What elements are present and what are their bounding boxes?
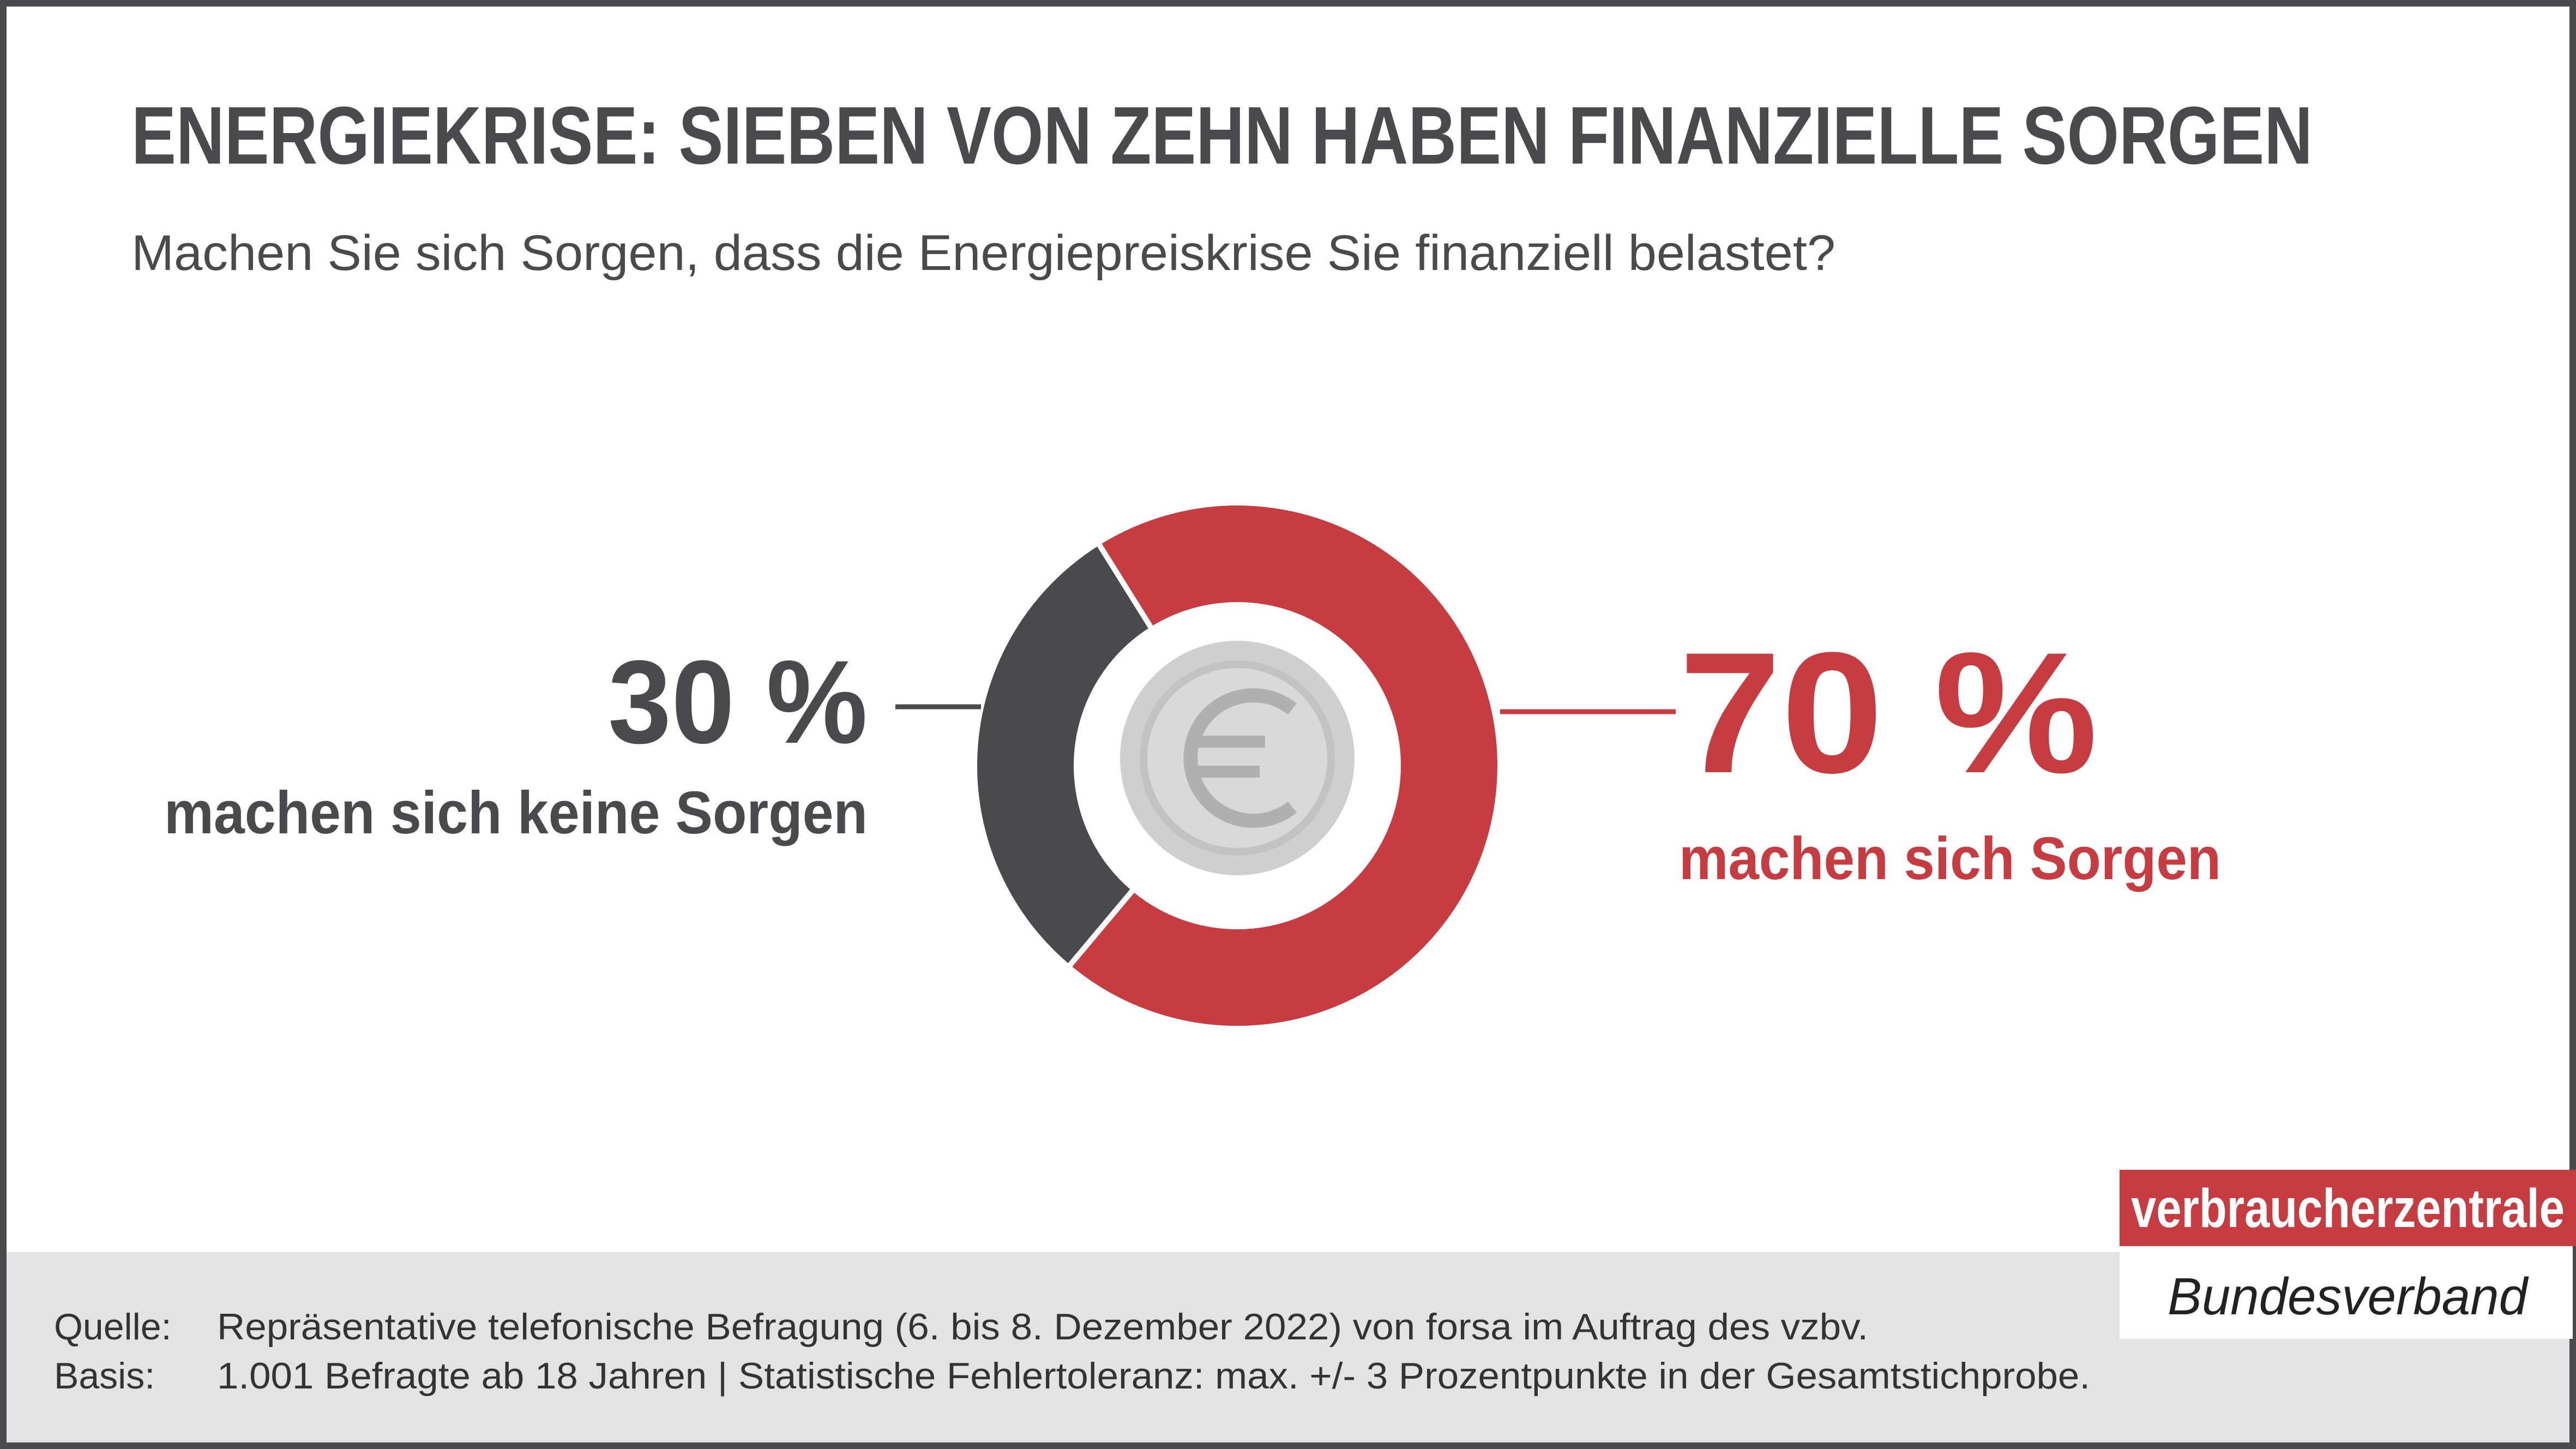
footer-text: 1.001 Befragte ab 18 Jahren | Statistisc…: [217, 1355, 2090, 1397]
logo-subname: Bundesverband: [2168, 1267, 2529, 1326]
coin-icon: [1120, 641, 1355, 875]
footer-text: Repräsentative telefonische Befragung (6…: [217, 1306, 1868, 1348]
category-label: machen sich Sorgen: [1679, 825, 2221, 892]
euro-arc: [1183, 688, 1297, 828]
logo-sub-box: [2120, 1246, 2573, 1339]
donut: [972, 500, 1503, 1031]
donut-slice: [972, 539, 1156, 971]
value-label: 30 %: [608, 636, 868, 768]
logo: verbraucherzentrale Bundesverband: [2120, 1170, 2576, 1339]
logo-box: [2120, 1170, 2576, 1246]
footer-label: Quelle:: [54, 1306, 171, 1348]
logo-name: verbraucherzentrale: [2131, 1178, 2565, 1239]
category-label: machen sich keine Sorgen: [164, 779, 868, 846]
labels: 70 % machen sich Sorgen 30 % machen sich ke…: [164, 616, 2221, 892]
chart-title: ENERGIEKRISE: SIEBEN VON ZEHN HABEN FINA…: [131, 89, 2313, 181]
chart-subtitle: Machen Sie sich Sorgen, dass die Energie…: [131, 225, 1835, 281]
footer-label: Basis:: [54, 1355, 155, 1397]
value-label: 70 %: [1679, 616, 2098, 809]
donut-slice: [1064, 500, 1503, 1031]
